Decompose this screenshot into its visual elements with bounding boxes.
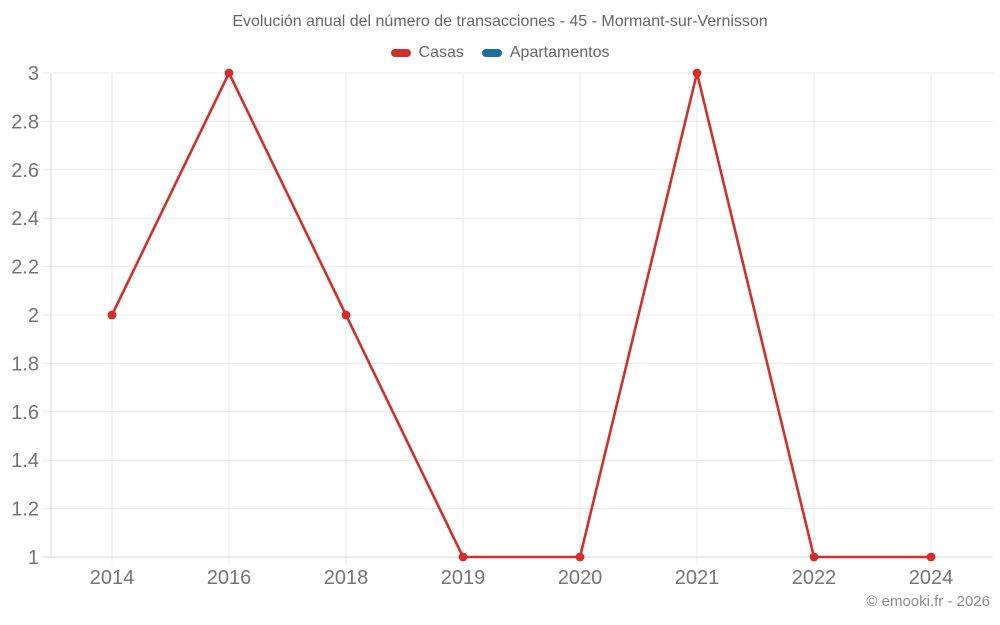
y-axis-tick-label: 2.8 <box>11 111 39 133</box>
data-point-casas-2024[interactable] <box>926 552 936 562</box>
x-axis-tick-label: 2016 <box>207 567 252 589</box>
data-point-casas-2021[interactable] <box>692 68 702 78</box>
y-axis-tick-label: 1.2 <box>11 499 39 521</box>
legend-item-apartamentos[interactable]: Apartamentos <box>481 44 610 62</box>
y-axis-tick-label: 3 <box>28 63 39 85</box>
legend-label-apartamentos: Apartamentos <box>509 44 610 61</box>
data-point-casas-2014[interactable] <box>107 310 117 320</box>
legend-label-casas: Casas <box>418 44 464 61</box>
y-axis-tick-label: 1.8 <box>11 353 39 375</box>
y-axis-tick-label: 1.6 <box>11 402 39 424</box>
credit-text: © emooki.fr - 2026 <box>866 593 990 610</box>
y-axis-tick-label: 2 <box>28 305 39 327</box>
x-axis-tick-label: 2014 <box>90 567 135 589</box>
y-axis-tick-label: 1 <box>28 547 39 569</box>
x-axis-tick-label: 2020 <box>558 567 603 589</box>
chart-title: Evolución anual del número de transaccio… <box>232 13 768 30</box>
data-point-casas-2019[interactable] <box>458 552 468 562</box>
x-axis-tick-label: 2018 <box>324 567 369 589</box>
x-axis-tick-label: 2022 <box>792 567 837 589</box>
x-axis-tick-label: 2024 <box>909 567 954 589</box>
y-axis-tick-label: 2.6 <box>11 160 39 182</box>
x-axis-tick-label: 2019 <box>441 567 486 589</box>
y-axis-tick-label: 2.2 <box>11 257 39 279</box>
data-point-casas-2016[interactable] <box>224 68 234 78</box>
series-line-casas <box>110 71 933 559</box>
data-point-casas-2020[interactable] <box>575 552 585 562</box>
data-point-casas-2022[interactable] <box>809 552 819 562</box>
x-axis-tick-label: 2021 <box>675 567 720 589</box>
legend: Casas Apartamentos <box>0 42 1000 64</box>
y-axis-tick-label: 1.4 <box>11 450 39 472</box>
legend-swatch-casas-icon <box>390 49 411 57</box>
legend-swatch-apartamentos-icon <box>481 49 502 57</box>
data-point-casas-2018[interactable] <box>341 310 351 320</box>
legend-item-casas[interactable]: Casas <box>390 44 464 62</box>
y-axis-tick-label: 2.4 <box>11 208 39 230</box>
